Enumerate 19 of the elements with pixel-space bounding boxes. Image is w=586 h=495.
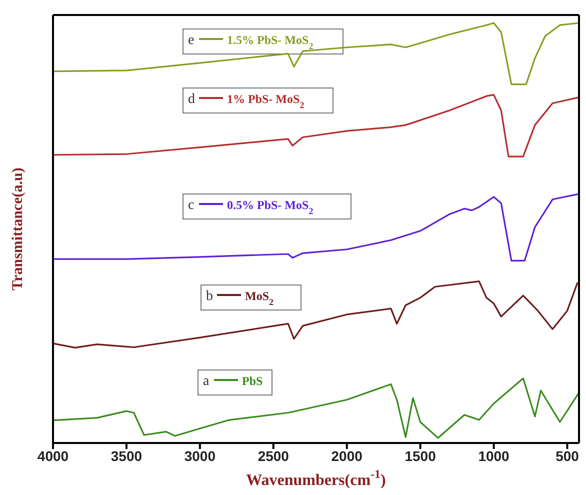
x-tick-label: 3000 <box>184 448 216 464</box>
x-tick-label: 1000 <box>478 448 510 464</box>
annotation: b <box>206 289 213 304</box>
annotation: d <box>188 92 195 107</box>
x-tick-label: 2000 <box>331 448 363 464</box>
legend-label: 1% PbS- MoS$_{2}$ <box>227 92 305 110</box>
annotation: a <box>203 374 210 389</box>
x-tick-label: 3500 <box>110 448 142 464</box>
x-tick-label: 4000 <box>37 448 69 464</box>
legend-label: MoS$_{2}$ <box>245 289 274 307</box>
x-tick-label: 1500 <box>404 448 436 464</box>
annotation: c <box>188 198 194 213</box>
legend-label: PbS <box>242 374 264 388</box>
x-tick-label: 2500 <box>258 448 290 464</box>
legend-label: 1.5% PbS- MoS$_{2}$ <box>227 33 314 51</box>
y-axis-title: Transmittance(a.u) <box>10 168 26 290</box>
legend-label: 0.5% PbS- MoS$_{2}$ <box>227 198 314 216</box>
x-tick-label: 500 <box>556 448 580 464</box>
annotation: e <box>188 33 194 48</box>
